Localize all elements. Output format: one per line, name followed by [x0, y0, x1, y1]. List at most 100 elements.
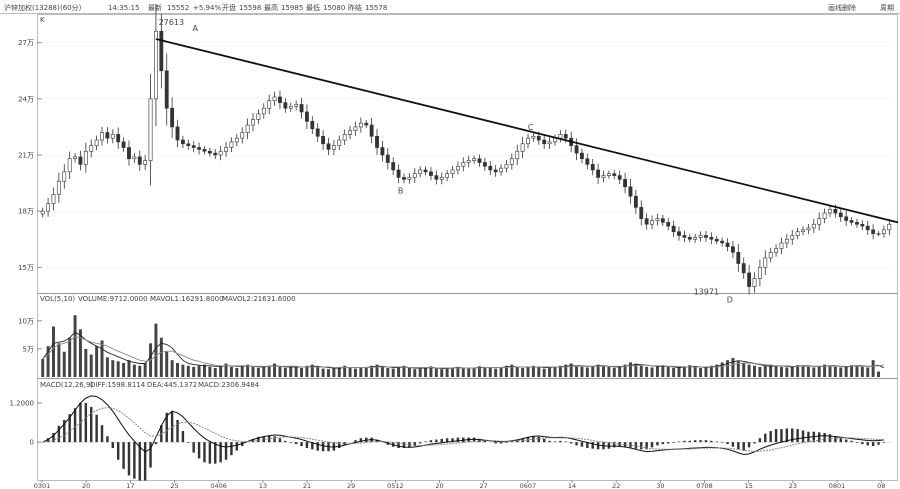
time-tick-label: 0801 [829, 482, 846, 489]
candle-body [822, 212, 827, 219]
candle-body [606, 173, 611, 176]
candle-body [305, 111, 309, 122]
macd-diff-value: DIFF:1598.8114 [90, 381, 146, 389]
candle-body [380, 147, 385, 156]
candle-body [73, 156, 77, 160]
candle-body [288, 106, 293, 109]
candle-body [677, 231, 681, 236]
candle-body [186, 143, 191, 146]
candle-body [62, 171, 67, 182]
candle-body [272, 96, 277, 102]
candle-body [132, 156, 137, 160]
candle-body [423, 169, 428, 173]
candle-body [639, 207, 644, 219]
last-price: 15552 [167, 4, 189, 12]
header-time: 14:35:15 [108, 4, 139, 12]
candle-body [278, 96, 282, 103]
candle-body [687, 237, 692, 240]
candle-body [784, 238, 789, 244]
symbol-name[interactable]: 沪锌加权(13288) [4, 3, 60, 12]
candle-body [429, 171, 433, 176]
candle-body [660, 218, 665, 223]
candle-body [472, 158, 477, 161]
candle-body [46, 203, 51, 212]
price-tick-label: 24万 [18, 95, 34, 103]
price-tick-label: 18万 [18, 208, 34, 216]
candle-body [407, 177, 412, 180]
candle-body [245, 124, 250, 133]
low-label: 最低 [306, 3, 320, 12]
trendline[interactable] [155, 38, 899, 224]
candle-body [580, 152, 584, 160]
time-tick-label: 21 [303, 482, 311, 489]
candle-body [493, 169, 498, 173]
period-link[interactable]: 周期 [880, 4, 894, 12]
vol-indicator-name: VOL(5,10) [40, 295, 75, 303]
price-tick-label: 21万 [18, 152, 34, 160]
annotation-label: C [528, 123, 534, 132]
macd-lines [42, 395, 884, 456]
candle-body [348, 130, 352, 135]
time-tick-label: 20 [82, 482, 90, 489]
candle-body [402, 177, 406, 180]
candle-body [558, 134, 563, 139]
period-label: (60分) [60, 3, 82, 12]
candle-body [137, 156, 142, 165]
chart-annotations: 27613 A B C D 13971 [159, 18, 733, 304]
candle-body [315, 128, 320, 137]
price-tick-label: 15万 [18, 264, 34, 272]
price-grid [42, 42, 892, 268]
open-label: 开盘 [222, 3, 236, 12]
candle-body [218, 150, 223, 156]
candle-body [213, 152, 218, 156]
candlesticks [40, 3, 892, 295]
candle-body [170, 107, 175, 128]
header-bar: 沪锌加权(13288) (60分) 14:35:15 最新 15552 +5.9… [0, 3, 900, 14]
time-tick-label: 20 [435, 482, 443, 489]
candle-body [385, 154, 390, 163]
time-tick-label: 08 [877, 482, 885, 489]
change-percent: +5.94% [193, 4, 221, 12]
price-panel: K 27万 24万 21万 18万 15万 27613 A B C D 13971 [18, 3, 899, 305]
candle-body [682, 235, 687, 238]
candle-body [520, 143, 525, 152]
volume-axis: 10万 5万 [18, 317, 42, 353]
candle-body [811, 223, 816, 229]
candle-body [121, 141, 126, 148]
candle-body [89, 145, 94, 152]
candle-body [191, 145, 196, 148]
annotation-label: B [398, 186, 404, 195]
candle-body [148, 98, 153, 161]
vol-mavol2-value: MAVOL2:21631.6000 [222, 295, 296, 303]
candle-body [116, 134, 121, 143]
time-tick-label: 0607 [520, 482, 537, 489]
candle-body [224, 147, 228, 152]
delete-drawing-link[interactable]: 画线删除 [828, 3, 856, 12]
time-tick-label: 23 [789, 482, 797, 489]
candle-body [747, 272, 752, 287]
candle-body [547, 141, 552, 145]
candle-body [774, 248, 778, 253]
candle-body [714, 238, 719, 242]
time-tick-label: 22 [612, 482, 620, 489]
candle-body [369, 124, 374, 137]
annotation-label: A [193, 24, 199, 33]
candle-body [455, 165, 460, 171]
candle-body [655, 218, 660, 221]
volume-panel: VOL(5,10) VOLUME:9712.0000 MAVOL1:16291.… [18, 295, 885, 377]
candle-body [671, 225, 676, 233]
time-tick-label: 17 [126, 482, 134, 489]
annotation-label: D [727, 296, 733, 305]
candle-body [650, 220, 654, 225]
mavol1-line [42, 331, 885, 370]
candle-body [477, 158, 482, 163]
time-tick-label: 30 [656, 482, 664, 489]
candle-body [887, 223, 892, 231]
candle-body [337, 139, 342, 146]
candle-body [100, 132, 104, 141]
candle-body [752, 278, 757, 287]
time-tick-label: 27 [480, 482, 488, 489]
candle-body [768, 252, 773, 259]
candle-body [585, 158, 590, 165]
candle-body [725, 242, 730, 247]
